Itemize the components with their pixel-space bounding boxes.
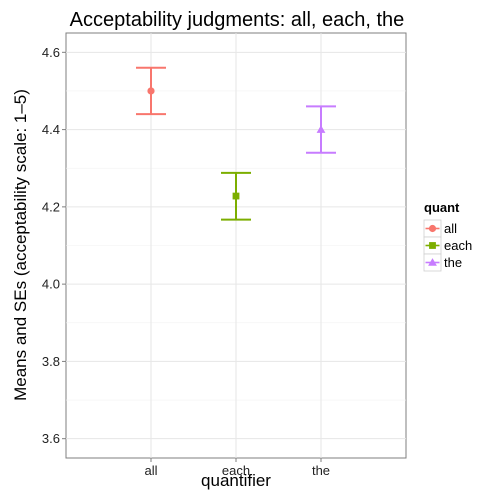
legend-label-the: the bbox=[444, 255, 462, 270]
legend-title: quant bbox=[424, 200, 460, 215]
y-axis-title: Means and SEs (acceptability scale: 1–5) bbox=[11, 89, 30, 401]
legend-marker-each bbox=[429, 242, 436, 249]
x-tick-label: the bbox=[312, 463, 330, 478]
y-tick-label: 4.4 bbox=[42, 122, 60, 137]
y-tick-label: 4.6 bbox=[42, 45, 60, 60]
mean-point-each bbox=[232, 192, 240, 200]
legend-label-each: each bbox=[444, 238, 472, 253]
legend-marker-all bbox=[428, 224, 437, 233]
y-tick-label: 3.6 bbox=[42, 431, 60, 446]
x-tick-label: all bbox=[144, 463, 157, 478]
legend: quant all each the bbox=[423, 200, 472, 272]
legend-marker-the bbox=[428, 258, 437, 266]
x-axis-title: quantifier bbox=[201, 471, 271, 490]
x-ticks: all each the bbox=[144, 458, 330, 478]
y-tick-label: 4.2 bbox=[42, 199, 60, 214]
legend-label-all: all bbox=[444, 221, 457, 236]
data-marks bbox=[136, 66, 336, 221]
y-tick-label: 4.0 bbox=[42, 277, 60, 292]
chart-title: Acceptability judgments: all, each, the bbox=[70, 9, 405, 31]
mean-point-all bbox=[147, 87, 155, 95]
y-ticks: 3.6 3.8 4.0 4.2 4.4 4.6 bbox=[42, 45, 66, 446]
y-tick-label: 3.8 bbox=[42, 354, 60, 369]
x-tick-label: each bbox=[222, 463, 250, 478]
mean-point-the bbox=[316, 125, 326, 133]
